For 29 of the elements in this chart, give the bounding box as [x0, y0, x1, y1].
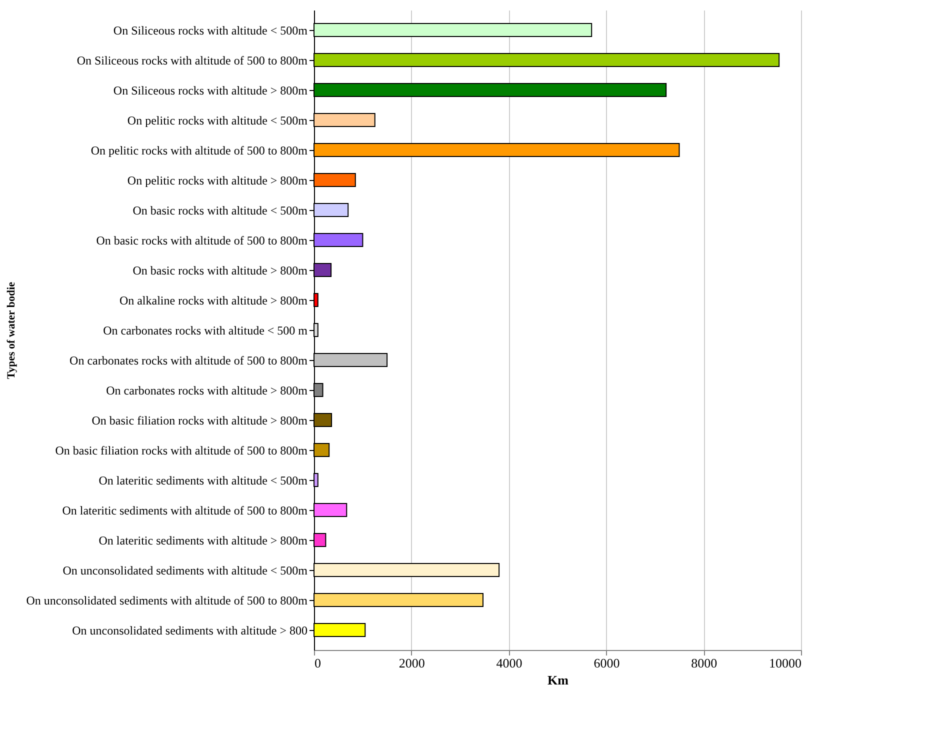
y-tick-label: On basic rocks with altitude of 500 to 800m	[96, 234, 308, 248]
x-tick-label: 4000	[496, 656, 522, 670]
y-tick-label: On basic rocks with altitude < 500m	[132, 204, 308, 218]
y-axis-title: Types of water bodie	[6, 282, 18, 380]
x-tick-label: 2000	[398, 656, 425, 670]
y-tick-label: On pelitic rocks with altitude of 500 to 800m	[90, 144, 308, 158]
y-tick-label: On carbonates rocks with altitude < 500 m	[103, 324, 308, 338]
y-tick-label: On Siliceous rocks with altitude < 500m	[113, 24, 308, 38]
y-tick-label: On pelitic rocks with altitude > 800m	[127, 174, 308, 188]
x-tick-label: 6000	[594, 656, 620, 670]
y-tick-label: On lateritic sediments with altitude of 500 to 800m	[62, 504, 308, 518]
y-tick-label: On carbonates rocks with altitude of 500 to 800m	[70, 354, 308, 368]
x-axis-title: Km	[548, 672, 569, 688]
y-tick-label: On pelitic rocks with altitude < 500m	[127, 114, 308, 128]
x-tick-label: 10000	[769, 656, 802, 670]
y-tick-label: On carbonates rocks with altitude > 800m	[106, 384, 308, 398]
y-tick-label: On lateritic sediments with altitude > 800m	[98, 534, 308, 548]
y-tick-label: On unconsolidated sediments with altitude of 500 to 800m	[26, 594, 308, 608]
y-tick-label: On basic rocks with altitude > 800m	[132, 264, 308, 278]
y-tick-label: On basic filiation rocks with altitude > 800m	[92, 414, 308, 428]
y-tick-label: On basic filiation rocks with altitude of 500 to 800m	[55, 444, 308, 458]
x-tick-label: 8000	[691, 656, 718, 670]
y-tick-label: On unconsolidated sediments with altitude > 800	[72, 624, 308, 638]
y-tick-label: On lateritic sediments with altitude < 500m	[98, 474, 308, 488]
x-tick-label: 0	[314, 656, 321, 670]
y-tick-label: On unconsolidated sediments with altitude < 500m	[62, 564, 308, 578]
y-tick-label: On Siliceous rocks with altitude > 800m	[113, 84, 308, 98]
y-tick-label: On alkaline rocks with altitude > 800m	[119, 294, 308, 308]
y-tick-label: On Siliceous rocks with altitude of 500 to 800m	[76, 54, 308, 68]
